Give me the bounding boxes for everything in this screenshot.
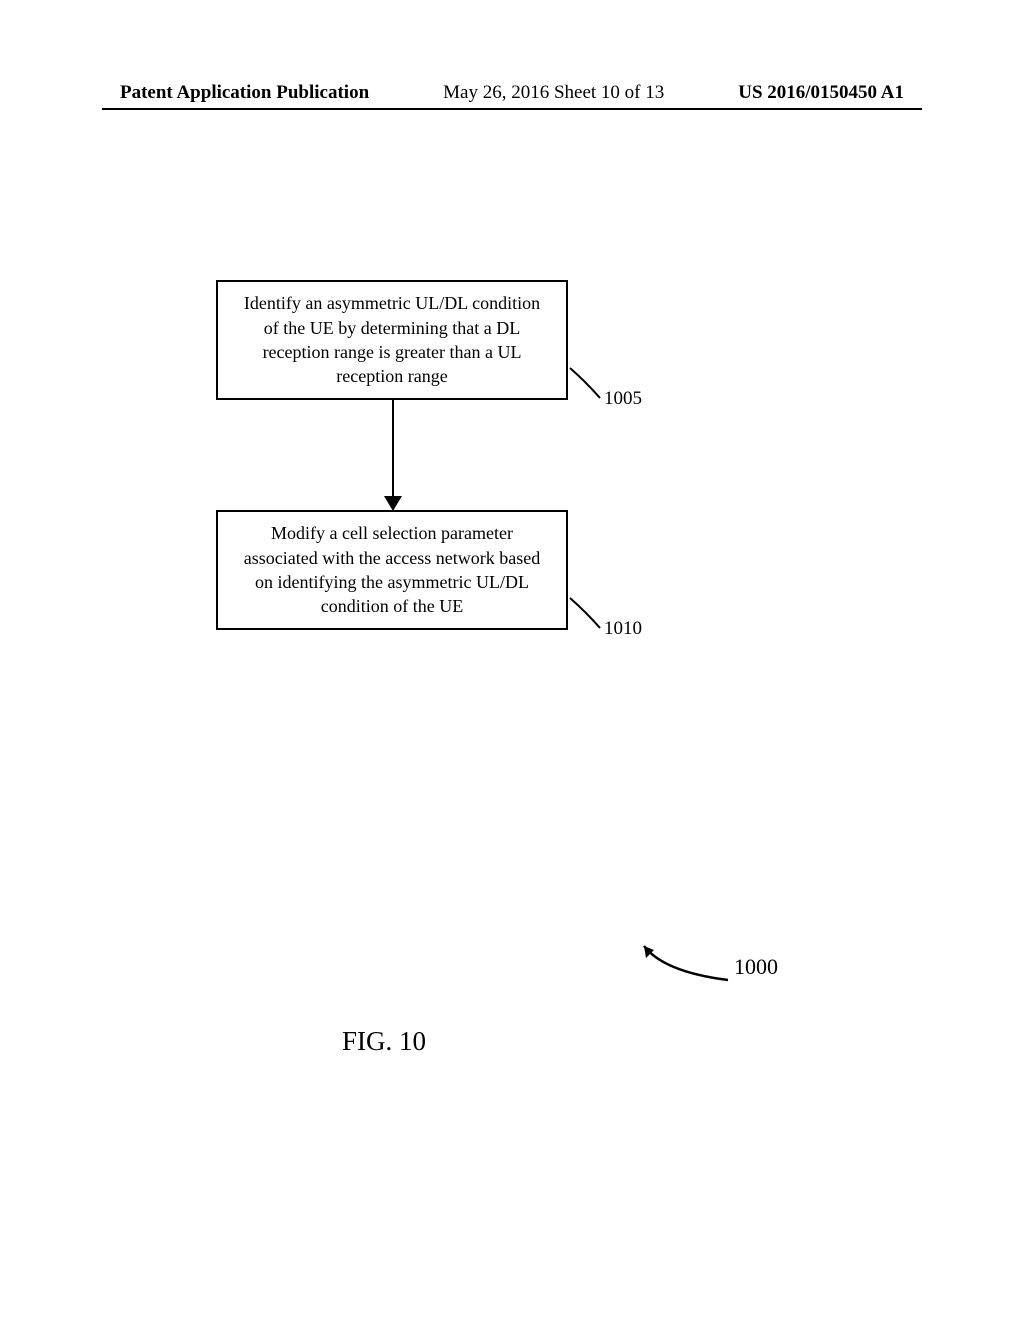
page-header: Patent Application Publication May 26, 2… — [0, 82, 1024, 104]
flow-step-2-text: Modify a cell selection parameter associ… — [238, 521, 546, 618]
figure-caption: FIG. 10 — [342, 1026, 426, 1057]
header-divider — [102, 108, 922, 110]
connector-curve-1010 — [568, 596, 608, 636]
flow-arrow-head — [384, 496, 402, 511]
header-right: US 2016/0150450 A1 — [738, 82, 904, 104]
ref-label-1005: 1005 — [604, 388, 642, 410]
connector-curve-1005 — [568, 366, 608, 406]
header-left: Patent Application Publication — [120, 82, 369, 104]
flow-arrow-line — [392, 400, 394, 500]
figure-ref-label: 1000 — [734, 954, 778, 980]
flow-step-1: Identify an asymmetric UL/DL condition o… — [216, 280, 568, 400]
flow-step-1-text: Identify an asymmetric UL/DL condition o… — [238, 291, 546, 388]
flow-step-2: Modify a cell selection parameter associ… — [216, 510, 568, 630]
ref-label-1010: 1010 — [604, 618, 642, 640]
header-center: May 26, 2016 Sheet 10 of 13 — [443, 82, 664, 104]
